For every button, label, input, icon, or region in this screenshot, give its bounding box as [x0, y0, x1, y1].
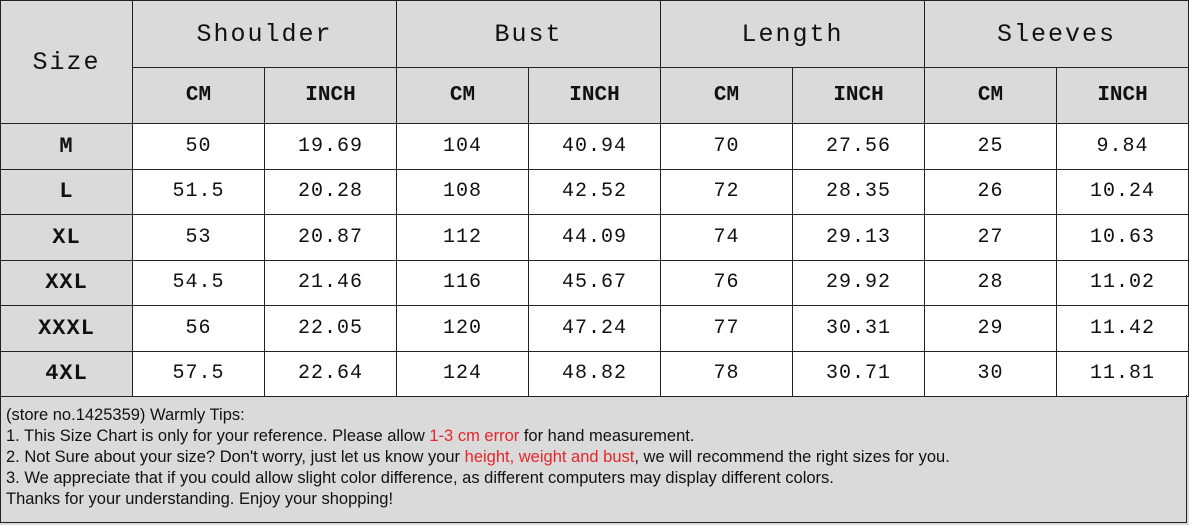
- measurement-cell: 11.42: [1056, 305, 1189, 352]
- measurement-cell: 29.92: [792, 259, 926, 306]
- measurement-cell: 27.56: [792, 123, 926, 170]
- tips-section: (store no.1425359) Warmly Tips: 1. This …: [0, 395, 1187, 523]
- group-header-sleeves: Sleeves: [924, 0, 1189, 68]
- measurement-cell: 21.46: [264, 259, 397, 306]
- measurement-cell: 74: [660, 214, 794, 261]
- measurement-cell: 10.63: [1056, 214, 1189, 261]
- tip-2: 2. Not Sure about your size? Don't worry…: [6, 447, 1186, 468]
- measurement-cell: 29: [924, 305, 1058, 352]
- measurement-cell: 42.52: [527, 168, 662, 215]
- measurement-cell: 50: [132, 123, 265, 170]
- unit-header-cm: CM: [924, 67, 1058, 124]
- group-header-length: Length: [660, 0, 926, 68]
- unit-header-inch: INCH: [527, 67, 662, 124]
- measurement-cell: 48.82: [527, 350, 662, 397]
- measurement-cell: 28: [924, 259, 1058, 306]
- measurement-cell: 47.24: [527, 305, 662, 352]
- tip-1-text-end: for hand measurement.: [519, 427, 695, 445]
- group-header-shoulder: Shoulder: [132, 0, 397, 68]
- measurement-cell: 30.31: [792, 305, 926, 352]
- measurement-cell: 51.5: [132, 168, 265, 215]
- tip-2-highlight: height, weight and bust: [464, 448, 635, 466]
- table-row: XL 53 20.87 112 44.09 74 29.13 27 10.63: [0, 214, 1189, 261]
- table-row: XXXL 56 22.05 120 47.24 77 30.31 29 11.42: [0, 305, 1189, 352]
- measurement-cell: 124: [396, 350, 529, 397]
- size-label: M: [0, 123, 133, 170]
- measurement-cell: 56: [132, 305, 265, 352]
- measurement-cell: 30.71: [792, 350, 926, 397]
- size-label: 4XL: [0, 350, 133, 397]
- measurement-cell: 11.81: [1056, 350, 1189, 397]
- measurement-cell: 10.24: [1056, 168, 1189, 215]
- group-header-bust: Bust: [395, 0, 662, 68]
- measurement-cell: 44.09: [527, 214, 662, 261]
- unit-header-cm: CM: [132, 67, 265, 124]
- measurement-cell: 76: [660, 259, 794, 306]
- measurement-cell: 108: [396, 168, 529, 215]
- unit-header-inch: INCH: [264, 67, 397, 124]
- measurement-cell: 9.84: [1056, 123, 1189, 170]
- measurement-cell: 26: [924, 168, 1058, 215]
- measurement-cell: 22.64: [264, 350, 397, 397]
- measurement-cell: 20.87: [264, 214, 397, 261]
- measurement-cell: 72: [660, 168, 794, 215]
- unit-header-cm: CM: [660, 67, 794, 124]
- table-row: 4XL 57.5 22.64 124 48.82 78 30.71 30 11.81: [0, 350, 1189, 397]
- unit-header-inch: INCH: [1056, 67, 1189, 124]
- measurement-cell: 78: [660, 350, 794, 397]
- tip-2-text-end: , we will recommend the right sizes for …: [634, 448, 950, 466]
- tip-3: 3. We appreciate that if you could allow…: [6, 469, 834, 487]
- measurement-cell: 116: [396, 259, 529, 306]
- measurement-cell: 54.5: [132, 259, 265, 306]
- size-table: Size Shoulder Bust Length Sleeves CM INCH CM I…: [0, 0, 1189, 397]
- measurement-cell: 25: [924, 123, 1058, 170]
- measurement-cell: 30: [924, 350, 1058, 397]
- measurement-cell: 53: [132, 214, 265, 261]
- unit-header-inch: INCH: [792, 67, 926, 124]
- measurement-cell: 104: [396, 123, 529, 170]
- measurement-cell: 120: [396, 305, 529, 352]
- size-label: XL: [0, 214, 133, 261]
- measurement-cell: 57.5: [132, 350, 265, 397]
- tips-title: (store no.1425359) Warmly Tips:: [6, 406, 245, 424]
- table-row: L 51.5 20.28 108 42.52 72 28.35 26 10.24: [0, 168, 1189, 215]
- measurement-cell: 40.94: [527, 123, 662, 170]
- measurement-cell: 112: [396, 214, 529, 261]
- tip-1-text: 1. This Size Chart is only for your refe…: [6, 427, 430, 445]
- size-header: Size: [0, 0, 133, 124]
- measurement-cell: 77: [660, 305, 794, 352]
- measurement-cell: 70: [660, 123, 794, 170]
- size-label: XXXL: [0, 305, 133, 352]
- tip-1-highlight: 1-3 cm error: [429, 427, 520, 445]
- measurement-cell: 29.13: [792, 214, 926, 261]
- size-label: XXL: [0, 259, 133, 306]
- table-row: M 50 19.69 104 40.94 70 27.56 25 9.84: [0, 123, 1189, 170]
- thanks-line: Thanks for your understanding. Enjoy you…: [6, 490, 394, 508]
- table-row: XXL 54.5 21.46 116 45.67 76 29.92 28 11.02: [0, 259, 1189, 306]
- tip-1: 1. This Size Chart is only for your refe…: [6, 426, 1186, 447]
- unit-header-cm: CM: [396, 67, 529, 124]
- measurement-cell: 22.05: [264, 305, 397, 352]
- measurement-cell: 20.28: [264, 168, 397, 215]
- size-label: L: [0, 168, 133, 215]
- measurement-cell: 45.67: [527, 259, 662, 306]
- measurement-cell: 28.35: [792, 168, 926, 215]
- tip-2-text: 2. Not Sure about your size? Don't worry…: [6, 448, 465, 466]
- measurement-cell: 19.69: [264, 123, 397, 170]
- measurement-cell: 27: [924, 214, 1058, 261]
- measurement-cell: 11.02: [1056, 259, 1189, 306]
